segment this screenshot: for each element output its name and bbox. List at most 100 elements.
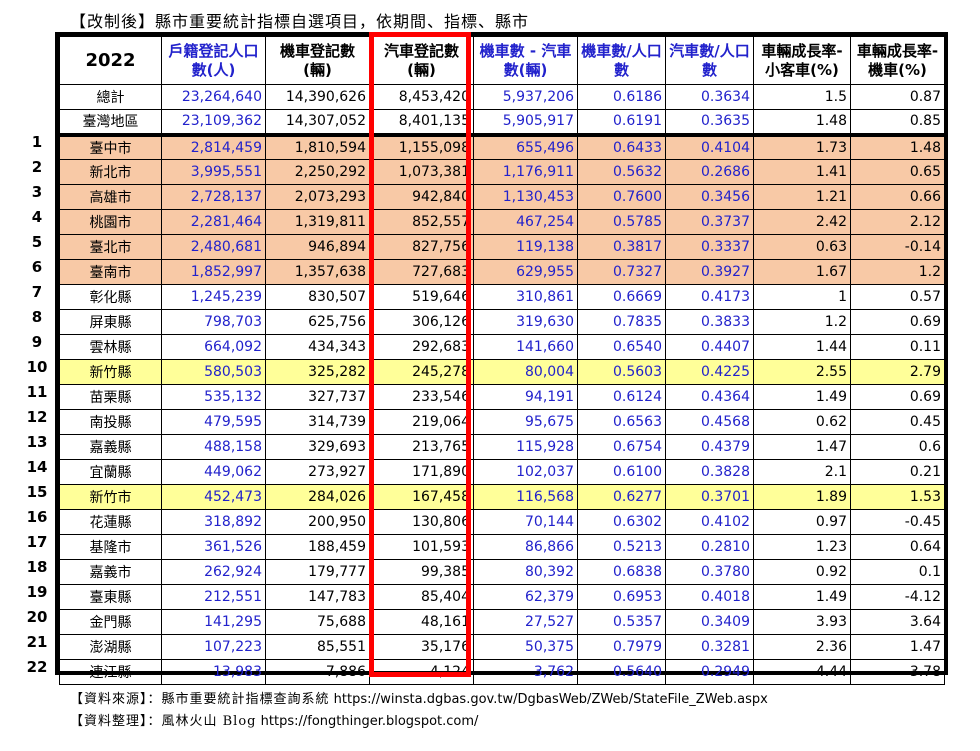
moto-growth-cell: 0.57: [850, 284, 945, 310]
moto-per-capita-cell: 0.6563: [577, 409, 666, 435]
page-title: 【改制後】縣市重要統計指標自選項目，依期間、指標、縣市: [70, 12, 530, 31]
rank-number: 15: [26, 483, 48, 501]
moto-growth-cell: 0.87: [850, 84, 945, 110]
cars-per-capita-cell: 0.3635: [665, 109, 754, 137]
motorcycles-cell: 179,777: [265, 559, 370, 585]
moto-growth-cell: 2.79: [850, 359, 945, 385]
table-row: 宜蘭縣 449,062 273,927 171,890 102,037 0.6100 0.3…: [59, 459, 945, 485]
car-growth-cell: 0.62: [753, 409, 851, 435]
col-header-car-growth: 車輛成長率-小客車(%): [753, 36, 851, 85]
motorcycles-cell: 200,950: [265, 509, 370, 535]
motorcycles-cell: 273,927: [265, 459, 370, 485]
moto-per-capita-cell: 0.6277: [577, 484, 666, 510]
moto-per-capita-cell: 0.7600: [577, 184, 666, 210]
population-cell: 1,245,239: [161, 284, 266, 310]
population-cell: 361,526: [161, 534, 266, 560]
moto-minus-cars-cell: 27,527: [473, 609, 578, 635]
motorcycles-cell: 2,250,292: [265, 159, 370, 185]
moto-minus-cars-cell: 141,660: [473, 334, 578, 360]
moto-per-capita-cell: 0.6754: [577, 434, 666, 460]
table-row: 高雄市 2,728,137 2,073,293 942,840 1,130,453 0.7…: [59, 184, 945, 210]
car-growth-cell: 1.67: [753, 259, 851, 285]
rank-number: 8: [31, 308, 43, 326]
region-name-cell: 南投縣: [59, 409, 162, 435]
car-growth-cell: 1.41: [753, 159, 851, 185]
rank-number: 9: [31, 333, 43, 351]
car-growth-cell: 1.48: [753, 109, 851, 137]
cars-cell: 8,453,420: [369, 84, 474, 110]
compiler-url[interactable]: https://fongthinger.blogspot.com/: [260, 714, 479, 729]
col-header-population: 戶籍登記人口數(人): [161, 36, 266, 85]
moto-minus-cars-cell: 1,130,453: [473, 184, 578, 210]
cars-cell: 171,890: [369, 459, 474, 485]
cars-per-capita-cell: 0.4173: [665, 284, 754, 310]
motorcycles-cell: 1,810,594: [265, 134, 370, 160]
moto-minus-cars-cell: 94,191: [473, 384, 578, 410]
table-row: 彰化縣 1,245,239 830,507 519,646 310,861 0.6669 0…: [59, 284, 945, 310]
car-growth-cell: 1.5: [753, 84, 851, 110]
car-growth-cell: 1.73: [753, 134, 851, 160]
rank-number: 19: [26, 583, 48, 601]
col-header-moto-minus-cars: 機車數 - 汽車數(輛): [473, 36, 578, 85]
population-cell: 318,892: [161, 509, 266, 535]
moto-growth-cell: 0.64: [850, 534, 945, 560]
rank-number: 10: [26, 358, 48, 376]
moto-per-capita-cell: 0.7327: [577, 259, 666, 285]
moto-minus-cars-cell: 116,568: [473, 484, 578, 510]
region-name-cell: 花蓮縣: [59, 509, 162, 535]
col-header-cars-per-capita: 汽車數/人口數: [665, 36, 754, 85]
region-name-cell: 嘉義縣: [59, 434, 162, 460]
rank-column: 1 2 3 4 5 6 7 8 9 10 11 12 13 14 15 16 17 18 19 20 21 22: [20, 130, 54, 680]
car-growth-cell: 2.42: [753, 209, 851, 235]
moto-minus-cars-cell: 3,762: [473, 659, 578, 685]
population-cell: 3,995,551: [161, 159, 266, 185]
region-name-cell: 桃園市: [59, 209, 162, 235]
motorcycles-cell: 14,390,626: [265, 84, 370, 110]
moto-minus-cars-cell: 629,955: [473, 259, 578, 285]
region-name-cell: 基隆市: [59, 534, 162, 560]
cars-cell: 101,593: [369, 534, 474, 560]
moto-growth-cell: 2.12: [850, 209, 945, 235]
moto-per-capita-cell: 0.5213: [577, 534, 666, 560]
cars-cell: 1,155,098: [369, 134, 474, 160]
table-row: 雲林縣 664,092 434,343 292,683 141,660 0.6540 0.4…: [59, 334, 945, 360]
table-row: 嘉義縣 488,158 329,693 213,765 115,928 0.6754 0.4…: [59, 434, 945, 460]
moto-minus-cars-cell: 86,866: [473, 534, 578, 560]
region-name-cell: 苗栗縣: [59, 384, 162, 410]
rank-number: 1: [31, 133, 43, 151]
population-cell: 2,281,464: [161, 209, 266, 235]
col-header-cars: 汽車登記數(輛): [369, 36, 474, 85]
cars-per-capita-cell: 0.3456: [665, 184, 754, 210]
rank-number: 14: [26, 458, 48, 476]
region-name-cell: 臺灣地區: [59, 109, 162, 137]
cars-cell: 292,683: [369, 334, 474, 360]
moto-per-capita-cell: 0.7835: [577, 309, 666, 335]
population-cell: 23,109,362: [161, 109, 266, 137]
population-cell: 1,852,997: [161, 259, 266, 285]
moto-growth-cell: 0.65: [850, 159, 945, 185]
rank-number: 13: [26, 433, 48, 451]
car-growth-cell: 1.89: [753, 484, 851, 510]
motorcycles-cell: 85,551: [265, 634, 370, 660]
moto-growth-cell: 0.69: [850, 309, 945, 335]
source-url[interactable]: https://winsta.dgbas.gov.tw/DgbasWeb/ZWe…: [333, 692, 768, 707]
motorcycles-cell: 314,739: [265, 409, 370, 435]
table-row: 南投縣 479,595 314,739 219,064 95,675 0.6563 0.45…: [59, 409, 945, 435]
car-growth-cell: 2.55: [753, 359, 851, 385]
table-row: 苗栗縣 535,132 327,737 233,546 94,191 0.6124 0.43…: [59, 384, 945, 410]
motorcycles-cell: 830,507: [265, 284, 370, 310]
moto-growth-cell: 3.78: [850, 659, 945, 685]
moto-growth-cell: 0.45: [850, 409, 945, 435]
statistics-table: 2022 戶籍登記人口數(人) 機車登記數(輛) 汽車登記數(輛) 機車數 - …: [59, 36, 945, 685]
moto-minus-cars-cell: 119,138: [473, 234, 578, 260]
motorcycles-cell: 284,026: [265, 484, 370, 510]
table-row: 新北市 3,995,551 2,250,292 1,073,381 1,176,911 0…: [59, 159, 945, 185]
moto-per-capita-cell: 0.5603: [577, 359, 666, 385]
cars-per-capita-cell: 0.3634: [665, 84, 754, 110]
year-header: 2022: [59, 36, 162, 85]
moto-per-capita-cell: 0.7979: [577, 634, 666, 660]
table-row: 桃園市 2,281,464 1,319,811 852,557 467,254 0.578…: [59, 209, 945, 235]
cars-per-capita-cell: 0.4379: [665, 434, 754, 460]
table-row: 金門縣 141,295 75,688 48,161 27,527 0.5357 0.3409…: [59, 609, 945, 635]
car-growth-cell: 1.21: [753, 184, 851, 210]
